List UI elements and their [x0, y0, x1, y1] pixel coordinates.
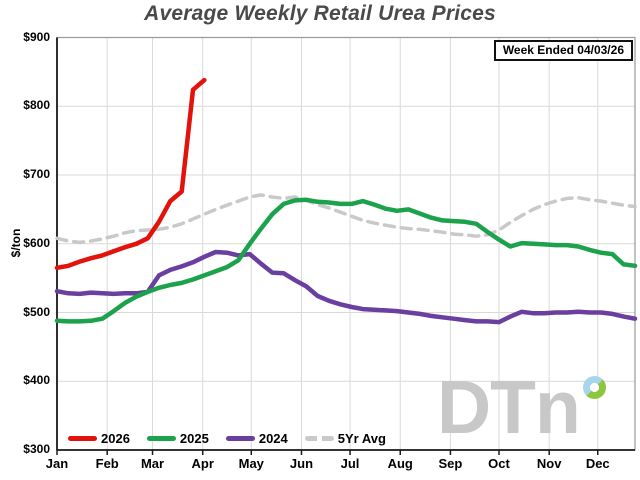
y-tick-label: $700 — [23, 167, 50, 181]
y-tick-label: $600 — [23, 235, 50, 250]
legend-swatch-2025-line — [146, 436, 176, 441]
series-line-2026 — [54, 77, 207, 271]
x-tick-label: Jun — [289, 456, 314, 471]
legend-swatch-5yr-avg-line — [304, 436, 334, 441]
x-tick-label: Apr — [191, 456, 214, 471]
chart-title: Average Weekly Retail Urea Prices — [144, 2, 496, 25]
x-tick-label: Sep — [438, 456, 463, 471]
legend-item-2025: 2025 — [146, 431, 209, 446]
x-tick-label: Nov — [536, 456, 562, 471]
y-tick-label: $800 — [23, 98, 50, 113]
legend-item-2026: 2026 — [68, 431, 130, 446]
y-tick-label: $900 — [23, 29, 50, 44]
series-line-2024 — [54, 249, 638, 325]
dtn-logo: DTn — [437, 370, 606, 445]
legend-label-2024: 2024 — [258, 431, 288, 446]
legend-swatch-2026-line — [68, 436, 97, 441]
series-line-5yr-avg — [55, 193, 637, 245]
x-tick-label: Mar — [140, 456, 165, 471]
legend-item-2024: 2024 — [225, 431, 288, 446]
x-tick-label: Jan — [45, 456, 69, 471]
dtn-logo-ring-icon — [583, 376, 606, 399]
legend-label-2025: 2025 — [179, 431, 209, 446]
dtn-logo-text: DTn — [437, 365, 581, 449]
x-tick-label: Oct — [488, 456, 510, 471]
series-line-2025 — [54, 197, 638, 324]
week-ended-badge: Week Ended 04/03/26 — [493, 40, 633, 61]
x-tick-label: May — [238, 456, 264, 471]
x-tick-label: Aug — [387, 456, 413, 471]
legend-swatch-2024-line — [225, 436, 255, 441]
y-tick-label: $400 — [23, 373, 50, 388]
x-tick-label: Feb — [95, 456, 119, 471]
legend-item-5yr-avg: 5Yr Avg — [304, 431, 386, 446]
y-tick-label: $500 — [23, 304, 50, 319]
legend-label-2026: 2026 — [101, 431, 130, 446]
legend-label-5yr-avg: 5Yr Avg — [337, 431, 386, 446]
x-tick-label: Dec — [585, 456, 610, 471]
y-tick-label: $300 — [23, 442, 50, 456]
x-tick-label: Jul — [340, 456, 360, 471]
chart-legend: 2026 2025 2024 5Yr Avg — [68, 431, 386, 446]
